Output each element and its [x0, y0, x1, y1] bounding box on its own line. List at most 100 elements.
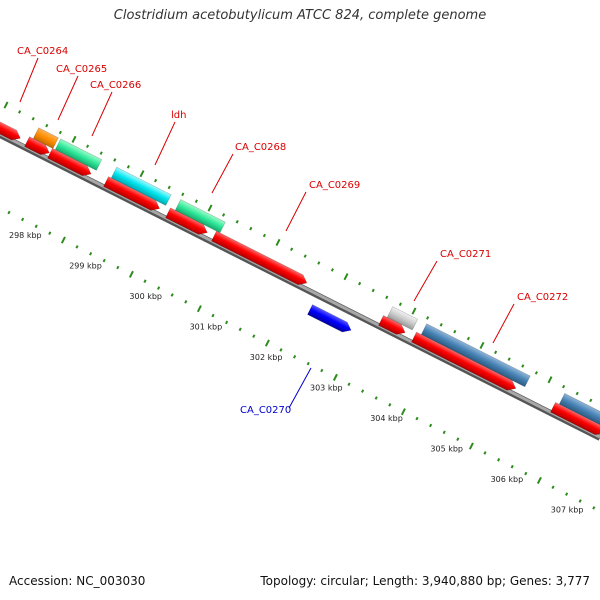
- minor-tick: [249, 226, 253, 231]
- minor-tick: [534, 371, 538, 375]
- minor-tick: [211, 313, 215, 318]
- major-tick: [343, 273, 349, 281]
- minor-tick: [143, 279, 147, 284]
- minor-tick: [578, 499, 582, 503]
- minor-tick: [592, 506, 596, 510]
- minor-tick: [374, 396, 378, 400]
- minor-tick: [116, 265, 120, 270]
- gene-label[interactable]: CA_C0270: [240, 405, 291, 416]
- cds-reverse-arrow[interactable]: [307, 304, 354, 336]
- label-leader-line: [492, 303, 515, 344]
- cds-track-steelblue[interactable]: [420, 323, 531, 388]
- minor-tick: [347, 382, 351, 387]
- gene-label[interactable]: ldh: [171, 110, 186, 121]
- cds-track-green[interactable]: [54, 138, 103, 171]
- minor-tick: [75, 245, 79, 249]
- cds-forward-arrow[interactable]: [47, 147, 94, 179]
- gene-label[interactable]: CA_C0266: [90, 80, 141, 91]
- minor-tick: [456, 437, 460, 441]
- gene-label[interactable]: CA_C0269: [309, 180, 360, 191]
- cds-track-gray[interactable]: [386, 306, 419, 331]
- minor-tick: [361, 389, 365, 393]
- kbp-label: 303 kbp: [310, 384, 343, 393]
- minor-tick: [398, 302, 402, 306]
- cds-forward-arrow[interactable]: [0, 117, 23, 143]
- cds-forward-arrow[interactable]: [211, 230, 310, 288]
- major-tick: [128, 270, 134, 278]
- cds-track-steelblue[interactable]: [558, 393, 600, 427]
- minor-tick: [18, 110, 22, 114]
- minor-tick: [86, 144, 90, 149]
- minor-tick: [262, 233, 266, 238]
- minor-tick: [293, 354, 297, 359]
- minor-tick: [442, 430, 446, 435]
- minor-tick: [497, 458, 501, 462]
- minor-tick: [235, 219, 239, 224]
- gene-label[interactable]: CA_C0264: [17, 46, 68, 57]
- genome-backbone: [0, 132, 600, 441]
- minor-tick: [524, 471, 528, 476]
- gene-label[interactable]: CA_C0265: [56, 64, 107, 75]
- kbp-label: 306 kbp: [491, 475, 524, 484]
- kbp-label: 298 kbp: [9, 231, 42, 240]
- cds-track-orange[interactable]: [32, 127, 59, 149]
- label-leader-line: [154, 121, 176, 166]
- minor-tick: [510, 464, 514, 469]
- minor-tick: [34, 224, 38, 229]
- minor-tick: [113, 158, 117, 162]
- minor-tick: [184, 300, 188, 304]
- gene-label[interactable]: CA_C0268: [235, 142, 286, 153]
- major-tick: [479, 341, 485, 349]
- minor-tick: [167, 185, 171, 190]
- minor-tick: [358, 281, 362, 286]
- minor-tick: [21, 217, 25, 222]
- minor-tick: [89, 251, 93, 256]
- label-layer: 298 kbp 299 kbp 300 kbp 301 kbp 302 kbp 303 k…: [9, 46, 583, 515]
- kbp-label: 299 kbp: [69, 262, 102, 271]
- major-tick: [207, 204, 213, 212]
- cds-track-cyan[interactable]: [110, 166, 172, 206]
- minor-tick: [7, 210, 11, 215]
- minor-tick: [31, 116, 35, 121]
- minor-tick: [439, 323, 443, 327]
- minor-tick: [238, 327, 242, 332]
- minor-tick: [102, 258, 106, 263]
- cds-forward-arrow[interactable]: [378, 315, 408, 337]
- plus-strand-ticks: [3, 101, 593, 403]
- minor-tick: [565, 492, 569, 496]
- kbp-label: 305 kbp: [430, 445, 463, 454]
- gene-label[interactable]: CA_C0272: [517, 292, 568, 303]
- cds-forward-arrow[interactable]: [24, 136, 52, 158]
- cds-forward-arrow[interactable]: [411, 331, 519, 393]
- minor-tick: [371, 288, 375, 293]
- minor-tick: [225, 320, 229, 325]
- minor-tick: [58, 130, 62, 135]
- major-tick: [536, 476, 542, 484]
- gene-label[interactable]: CA_C0271: [440, 249, 491, 260]
- minor-tick: [551, 485, 555, 490]
- cds-track-green[interactable]: [174, 199, 226, 234]
- minor-tick: [290, 247, 294, 252]
- label-leader-line: [413, 260, 438, 302]
- cds-forward-arrow[interactable]: [165, 207, 210, 238]
- major-tick: [60, 236, 66, 244]
- minor-tick: [306, 361, 310, 366]
- minor-tick: [562, 384, 566, 389]
- major-tick: [400, 408, 406, 416]
- major-tick: [139, 170, 145, 178]
- minor-tick: [157, 286, 161, 290]
- minor-tick: [453, 329, 457, 334]
- kbp-label: 301 kbp: [190, 323, 223, 332]
- minor-tick: [48, 231, 52, 235]
- label-leader-line: [288, 367, 312, 409]
- cds-forward-arrow[interactable]: [103, 176, 163, 214]
- map-title: Clostridium acetobutylicum ATCC 824, com…: [113, 8, 487, 23]
- major-tick: [71, 135, 77, 143]
- major-tick: [411, 307, 417, 315]
- kbp-label: 300 kbp: [129, 292, 162, 301]
- label-leader-line: [57, 75, 79, 121]
- minor-tick: [388, 403, 392, 407]
- major-tick: [468, 442, 474, 450]
- major-tick: [196, 305, 202, 313]
